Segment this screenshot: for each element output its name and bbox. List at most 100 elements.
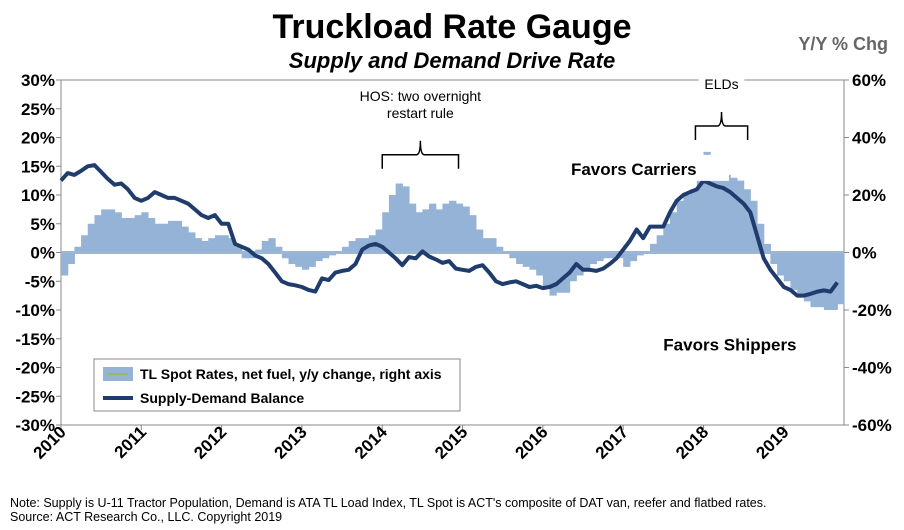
spot-rate-bar	[382, 212, 390, 253]
spot-rate-bar	[583, 252, 591, 270]
annotation-label: ELDs	[704, 76, 738, 92]
left-tick-label: -15%	[15, 330, 55, 349]
spot-rate-bar	[690, 189, 698, 253]
x-axis: 2010 2011 2012 2013 2014 2015 2016 2017 2018 2019	[30, 422, 793, 463]
spot-rate-bar	[656, 235, 664, 253]
spot-rate-bar	[542, 252, 551, 287]
spot-rate-bar	[649, 243, 658, 253]
spot-rate-bar	[121, 218, 129, 253]
spot-rate-bar	[194, 238, 203, 253]
chart-plot: 30% 25% 20% 15% 10% 5% 0% -5% -10% -15% -20% -25% -3…	[15, 71, 892, 463]
spot-rate-bar	[154, 223, 162, 253]
spot-rate-bar	[623, 252, 631, 267]
spot-rate-bar	[603, 252, 611, 259]
annotation-box	[345, 86, 495, 127]
spot-rate-bar	[556, 252, 564, 293]
spot-rate-bar	[757, 223, 765, 253]
spot-rate-bar	[475, 229, 484, 253]
spot-rate-bar	[322, 252, 330, 259]
spot-rate-bar	[228, 238, 236, 253]
spot-rate-bar	[288, 252, 296, 264]
annotation-box	[564, 154, 729, 181]
spot-rate-bar	[188, 232, 196, 253]
spot-rate-bar	[683, 195, 691, 253]
spot-rate-bar	[596, 252, 604, 262]
annotation-label: restart rule	[387, 105, 454, 121]
x-tick-label: 2014	[351, 422, 392, 463]
spot-rate-bar	[168, 220, 176, 253]
spot-rate-bar	[308, 252, 316, 267]
spot-rate-bar	[181, 226, 189, 253]
spot-rate-bar	[281, 252, 290, 259]
right-tick-label: 20%	[852, 186, 886, 205]
spot-rate-bar	[803, 252, 812, 302]
annotation-box	[698, 75, 745, 98]
spot-rate-bar	[415, 212, 423, 253]
spot-rate-bar	[817, 252, 825, 308]
x-tick-label: 2018	[672, 422, 712, 462]
spot-rate-bar	[449, 200, 457, 253]
right-axis-unit: Y/Y % Chg	[798, 34, 888, 54]
right-tick-label: -60%	[852, 416, 892, 435]
spot-rate-bar	[201, 241, 209, 253]
spot-rate-bar	[763, 243, 771, 253]
right-tick-label: 0%	[852, 244, 877, 263]
left-tick-label: 15%	[21, 157, 55, 176]
spot-rate-bar	[462, 206, 470, 253]
spot-rate-bar	[777, 252, 785, 276]
spot-rate-bar	[663, 223, 671, 253]
spot-rate-bar	[261, 241, 270, 253]
spot-rate-bar	[408, 203, 417, 253]
legend: TL Spot Rates, net fuel, y/y change, rig…	[93, 358, 461, 412]
spot-rate-bar	[823, 252, 832, 310]
right-axis: 60% 40% 20% 0% -20% -40% -60%	[844, 71, 892, 435]
spot-rate-bar	[455, 203, 464, 253]
left-tick-label: -30%	[15, 416, 55, 435]
spot-rate-bar	[94, 215, 102, 253]
spot-rate-bar	[141, 212, 149, 253]
spot-rate-bar	[355, 238, 363, 253]
right-tick-label: 60%	[852, 71, 886, 90]
spot-rate-bar	[770, 252, 778, 264]
spot-rate-bar	[161, 223, 169, 253]
annotation-label: Favors Shippers	[663, 335, 796, 354]
left-tick-label: -20%	[15, 359, 55, 378]
footer-note: Note: Supply is U-11 Tractor Population,…	[10, 496, 766, 524]
x-tick-label: 2012	[190, 422, 230, 462]
spot-rate-bar	[609, 252, 618, 259]
spot-rate-bar	[703, 151, 711, 253]
spot-rate-bar	[295, 252, 303, 267]
spot-rate-bar	[248, 252, 256, 259]
annotation-label: HOS: two overnight	[360, 88, 481, 104]
spot-rate-bar	[388, 195, 397, 253]
right-tick-label: 40%	[852, 129, 886, 148]
spot-rate-bar	[629, 252, 638, 262]
x-tick-label: 2017	[592, 422, 632, 462]
spot-rate-bar	[422, 209, 430, 253]
spot-rate-bar	[509, 252, 517, 259]
spot-rate-bar	[743, 189, 751, 253]
spot-rate-bar	[348, 241, 357, 253]
spot-rate-bar	[375, 229, 383, 253]
left-tick-label: 0%	[30, 244, 55, 263]
spot-rate-bar	[669, 212, 678, 253]
spot-rate-bar	[127, 218, 136, 253]
spot-rate-bar	[589, 252, 597, 264]
spot-rate-bar	[235, 246, 243, 253]
annotation-box	[657, 330, 822, 357]
spot-rate-bar	[676, 200, 684, 253]
annotation-bracket	[381, 140, 460, 169]
spot-rate-bar	[469, 215, 477, 253]
annotation-bracket	[694, 111, 749, 140]
spot-rate-bar	[114, 212, 122, 253]
spot-rate-bar	[529, 252, 537, 270]
spot-rate-bar	[696, 177, 705, 253]
right-tick-label: -40%	[852, 359, 892, 378]
spot-rate-bar	[221, 235, 229, 253]
spot-rate-bar	[496, 246, 504, 253]
spot-rate-bar	[482, 238, 490, 253]
spot-rate-bar	[208, 238, 216, 253]
spot-rate-bar	[101, 209, 109, 253]
spot-rate-bar	[442, 203, 450, 253]
